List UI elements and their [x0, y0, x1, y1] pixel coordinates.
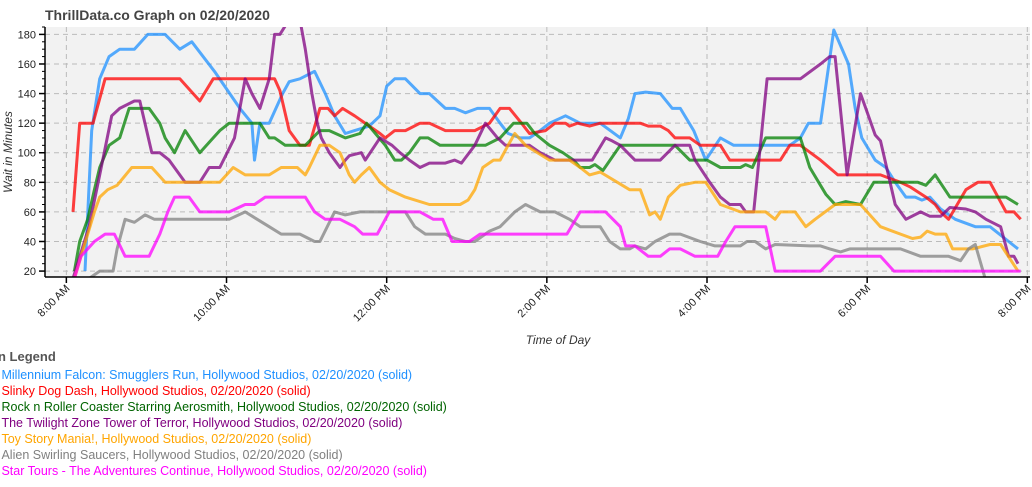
y-axis-label: Wait in Minutes [1, 111, 15, 193]
y-tick-label: 180 [18, 29, 36, 41]
x-tick-label: 8:00 PM [996, 283, 1032, 320]
y-tick-label: 140 [18, 89, 36, 101]
y-tick-label: 120 [18, 118, 36, 130]
y-tick-label: 60 [24, 207, 36, 219]
legend-item: Rock n Roller Coaster Starring Aerosmith… [0, 400, 447, 414]
legend-item: The Twilight Zone Tower of Terror, Holly… [0, 416, 403, 430]
chart-title: ThrillData.co Graph on 02/20/2020 [45, 7, 270, 23]
series-line [73, 195, 1021, 277]
series-lines [71, 27, 1022, 277]
x-tick-label: 2:00 PM [516, 283, 553, 320]
x-tick-label: 6:00 PM [836, 283, 873, 320]
y-tick-label: 80 [24, 177, 36, 189]
x-tick-label: 10:00 AM [191, 283, 232, 324]
y-tick-label: 40 [24, 236, 36, 248]
legend: n Legend Millennium Falcon: Smugglers Ru… [0, 349, 447, 479]
y-tick-label: 160 [18, 59, 36, 71]
legend-item: Toy Story Mania!, Hollywood Studios, 02/… [0, 432, 312, 446]
y-tick-label: 100 [18, 148, 36, 160]
series-line [72, 106, 1019, 272]
x-axis-label: Time of Day [526, 333, 592, 347]
series-line [88, 203, 987, 277]
x-tick-label: 8:00 AM [35, 283, 72, 320]
legend-item: Alien Swirling Saucers, Hollywood Studio… [0, 448, 343, 462]
series-line [71, 27, 1020, 277]
legend-title: n Legend [0, 349, 56, 364]
x-tick-label: 4:00 PM [676, 283, 713, 320]
legend-item: Millennium Falcon: Smugglers Run, Hollyw… [0, 368, 413, 382]
x-tick-label: 12:00 PM [351, 283, 393, 325]
legend-item: Slinky Dog Dash, Hollywood Studios, 02/2… [0, 384, 311, 398]
series-line [73, 132, 1020, 277]
legend-item: Star Tours - The Adventures Continue, Ho… [0, 464, 427, 478]
y-tick-label: 20 [24, 266, 36, 278]
